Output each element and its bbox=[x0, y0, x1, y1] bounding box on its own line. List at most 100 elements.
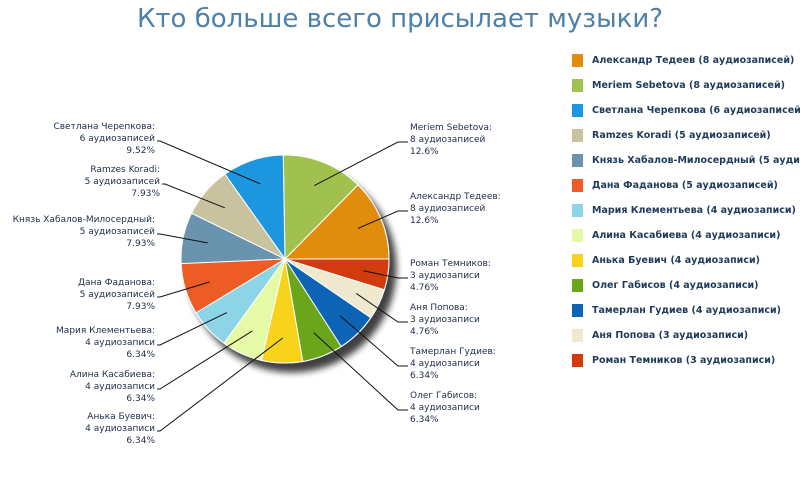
callout-count: 6 аудиозаписей bbox=[80, 134, 156, 144]
callout-percent: 4.76% bbox=[410, 283, 439, 293]
legend-swatch bbox=[572, 79, 583, 92]
legend-label: Аня Попова (3 аудиозаписи) bbox=[592, 330, 749, 341]
callout-count: 5 аудиозаписей bbox=[85, 177, 161, 187]
legend-label: Князь Хабалов-Милосердный (5 аудиозаписе… bbox=[592, 155, 800, 166]
callout-count: 8 аудиозаписей bbox=[410, 135, 486, 145]
callout-percent: 7.93% bbox=[126, 302, 155, 312]
legend-swatch bbox=[572, 254, 583, 267]
callout-name: Александр Тедеев: bbox=[410, 192, 501, 202]
callout-leader-line bbox=[157, 233, 208, 244]
slice-callout: Роман Темников: 3 аудиозаписи 4.76% bbox=[363, 259, 491, 293]
pie-slice[interactable] bbox=[282, 154, 359, 261]
legend-item[interactable]: Олег Габисов (4 аудиозаписи) bbox=[570, 273, 800, 298]
legend-swatch bbox=[572, 229, 583, 242]
legend-item[interactable]: Ramzes Koradi (5 аудиозаписей) bbox=[570, 123, 800, 148]
slice-callout: Дана Фаданова: 5 аудиозаписей 7.93% bbox=[78, 278, 210, 312]
legend-label: Дана Фаданова (5 аудиозаписей) bbox=[592, 180, 778, 191]
callout-count: 4 аудиозаписи bbox=[410, 359, 480, 369]
callout-name: Олег Габисов: bbox=[410, 391, 477, 401]
callout-count: 3 аудиозаписи bbox=[410, 271, 480, 281]
callout-name: Алина Касабиева: bbox=[70, 370, 155, 380]
legend-item[interactable]: Александр Тедеев (8 аудиозаписей) bbox=[570, 48, 800, 73]
callout-name: Дана Фаданова: bbox=[78, 278, 155, 288]
legend-label: Роман Темников (3 аудиозаписи) bbox=[592, 355, 776, 366]
callout-count: 4 аудиозаписи bbox=[85, 382, 155, 392]
chart-legend: Александр Тедеев (8 аудиозаписей) Meriem … bbox=[570, 48, 800, 373]
legend-label: Александр Тедеев (8 аудиозаписей) bbox=[592, 55, 795, 66]
callout-count: 8 аудиозаписей bbox=[410, 204, 486, 214]
slice-callout: Анька Буевич: 4 аудиозаписи 6.34% bbox=[85, 337, 284, 446]
legend-swatch bbox=[572, 279, 583, 292]
legend-item[interactable]: Аня Попова (3 аудиозаписи) bbox=[570, 323, 800, 348]
callout-percent: 9.52% bbox=[126, 146, 155, 156]
legend-swatch bbox=[572, 354, 583, 367]
callout-count: 4 аудиозаписи bbox=[85, 424, 155, 434]
callout-leader-line bbox=[162, 183, 225, 209]
legend-item[interactable]: Анька Буевич (4 аудиозаписи) bbox=[570, 248, 800, 273]
slice-callout: Алина Касабиева: 4 аудиозаписи 6.34% bbox=[70, 330, 253, 404]
legend-label: Алина Касабиева (4 аудиозаписи) bbox=[592, 230, 781, 241]
legend-label: Тамерлан Гудиев (4 аудиозаписи) bbox=[592, 305, 781, 316]
legend-swatch bbox=[572, 54, 583, 67]
legend-swatch bbox=[572, 204, 583, 217]
slice-callout: Ramzes Koradi: 5 аудиозаписей 7.93% bbox=[85, 165, 225, 209]
callout-percent: 12.6% bbox=[410, 147, 439, 157]
legend-item[interactable]: Роман Темников (3 аудиозаписи) bbox=[570, 348, 800, 373]
callout-leader-line bbox=[357, 210, 408, 229]
callout-percent: 6.34% bbox=[126, 350, 155, 360]
legend-item[interactable]: Алина Касабиева (4 аудиозаписи) bbox=[570, 223, 800, 248]
callout-leader-line bbox=[313, 332, 408, 411]
callout-name: Мария Клементьева: bbox=[56, 326, 155, 336]
legend-swatch bbox=[572, 104, 583, 117]
callout-name: Князь Хабалов-Милосердный: bbox=[13, 215, 155, 225]
pie-slice[interactable] bbox=[284, 258, 390, 291]
callout-leader-line bbox=[363, 270, 408, 279]
callout-leader-line bbox=[157, 281, 210, 298]
slice-callout: Олег Габисов: 4 аудиозаписи 6.34% bbox=[313, 332, 480, 425]
pie-callouts: Meriem Sebetova:8 аудиозаписей12.6%Алекс… bbox=[13, 122, 501, 446]
pie-slices bbox=[180, 154, 390, 364]
callout-name: Тамерлан Гудиев: bbox=[409, 347, 496, 357]
callout-name: Роман Темников: bbox=[410, 259, 491, 269]
callout-count: 4 аудиозаписи bbox=[410, 403, 480, 413]
callout-leader-line bbox=[314, 141, 408, 187]
legend-swatch bbox=[572, 329, 583, 342]
legend-swatch bbox=[572, 154, 583, 167]
legend-item[interactable]: Дана Фаданова (5 аудиозаписей) bbox=[570, 173, 800, 198]
legend-label: Олег Габисов (4 аудиозаписи) bbox=[592, 280, 759, 291]
slice-callout: Светлана Черепкова: 6 аудиозаписей 9.52% bbox=[53, 122, 261, 185]
callout-percent: 6.34% bbox=[126, 436, 155, 446]
legend-item[interactable]: Князь Хабалов-Милосердный (5 аудиозаписе… bbox=[570, 148, 800, 173]
legend-swatch bbox=[572, 304, 583, 317]
slice-callout: Тамерлан Гудиев: 4 аудиозаписи 6.34% bbox=[339, 315, 496, 381]
callout-leader-line bbox=[339, 315, 408, 367]
legend-item[interactable]: Светлана Черепкова (6 аудиозаписей) bbox=[570, 98, 800, 123]
callout-count: 4 аудиозаписи bbox=[85, 338, 155, 348]
callout-percent: 4.76% bbox=[410, 327, 439, 337]
callout-percent: 7.93% bbox=[126, 239, 155, 249]
callout-percent: 6.34% bbox=[410, 415, 439, 425]
legend-item[interactable]: Тамерлан Гудиев (4 аудиозаписи) bbox=[570, 298, 800, 323]
legend-swatch bbox=[572, 129, 583, 142]
legend-label: Ramzes Koradi (5 аудиозаписей) bbox=[592, 130, 771, 141]
callout-percent: 6.34% bbox=[410, 371, 439, 381]
legend-label: Мария Клементьева (4 аудиозаписи) bbox=[592, 205, 796, 216]
legend-label: Анька Буевич (4 аудиозаписи) bbox=[592, 255, 760, 266]
callout-percent: 12.6% bbox=[410, 216, 439, 226]
legend-swatch bbox=[572, 179, 583, 192]
callout-leader-line bbox=[157, 140, 261, 185]
callout-leader-line bbox=[157, 337, 284, 432]
callout-name: Аня Попова: bbox=[410, 303, 468, 313]
legend-label: Meriem Sebetova (8 аудиозаписей) bbox=[592, 80, 785, 91]
slice-callout: Князь Хабалов-Милосердный: 5 аудиозаписей… bbox=[13, 215, 208, 249]
callout-percent: 6.34% bbox=[126, 394, 155, 404]
legend-item[interactable]: Meriem Sebetova (8 аудиозаписей) bbox=[570, 73, 800, 98]
callout-count: 5 аудиозаписей bbox=[80, 227, 156, 237]
legend-item[interactable]: Мария Клементьева (4 аудиозаписи) bbox=[570, 198, 800, 223]
callout-percent: 7.93% bbox=[131, 189, 160, 199]
legend-label: Светлана Черепкова (6 аудиозаписей) bbox=[592, 105, 800, 116]
callout-name: Meriem Sebetova: bbox=[410, 123, 492, 133]
callout-leader-line bbox=[157, 330, 253, 390]
slice-callout: Александр Тедеев: 8 аудиозаписей 12.6% bbox=[357, 192, 501, 229]
